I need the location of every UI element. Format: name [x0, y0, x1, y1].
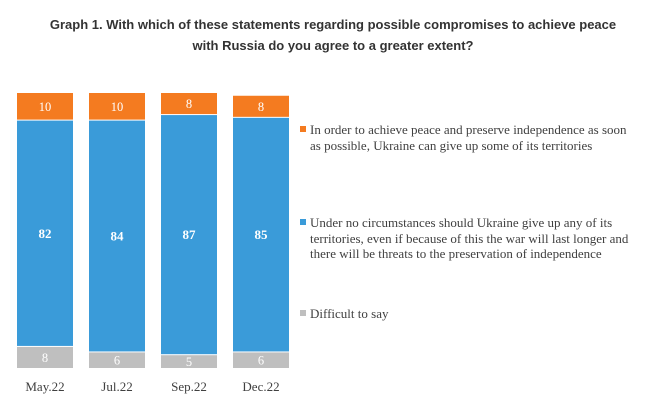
legend-item-no-territory-concessions: Under no circumstances should Ukraine gi…	[300, 215, 630, 262]
data-label-Sep.22-series-2: 5	[186, 355, 192, 369]
x-tick-label-Jul.22: Jul.22	[101, 379, 132, 394]
bar-segment-Dec.22-series-2	[233, 352, 289, 368]
chart-title-line-2: with Russia do you agree to a greater ex…	[192, 38, 474, 53]
bar-segment-Jul.22-series-1	[89, 120, 145, 352]
bar-segment-May.22-series-0	[17, 93, 73, 120]
x-tick-label-Dec.22: Dec.22	[242, 379, 279, 394]
legend-label: In order to achieve peace and preserve i…	[310, 122, 627, 153]
legend-swatch-gray	[300, 310, 306, 316]
data-label-May.22-series-0: 10	[39, 100, 52, 114]
legend-label: Difficult to say	[310, 306, 389, 321]
x-tick-label-Sep.22: Sep.22	[171, 379, 207, 394]
data-label-May.22-series-2: 8	[42, 351, 48, 365]
legend-label: Under no circumstances should Ukraine gi…	[310, 215, 629, 261]
bar-segment-Dec.22-series-0	[233, 95, 289, 117]
bar-segment-Sep.22-series-0	[161, 93, 217, 115]
bar-segment-May.22-series-2	[17, 346, 73, 368]
legend-swatch-blue	[300, 219, 306, 225]
chart-title-line-1: Graph 1. With which of these statements …	[49, 17, 617, 32]
data-label-Sep.22-series-1: 87	[183, 227, 197, 242]
bar-segment-May.22-series-1	[17, 120, 73, 346]
legend-item-difficult-to-say: Difficult to say	[300, 306, 630, 322]
bar-segment-Dec.22-series-1	[233, 117, 289, 352]
legend-item-give-up-territories: In order to achieve peace and preserve i…	[300, 122, 630, 153]
data-label-Sep.22-series-0: 8	[186, 97, 192, 111]
bar-segment-Jul.22-series-0	[89, 93, 145, 120]
bar-segment-Sep.22-series-1	[161, 115, 217, 355]
data-label-Jul.22-series-2: 6	[114, 354, 120, 368]
chart-title: Graph 1. With which of these statements …	[0, 14, 666, 56]
data-label-May.22-series-1: 82	[39, 226, 52, 241]
data-label-Jul.22-series-0: 10	[111, 100, 124, 114]
bar-segment-Sep.22-series-2	[161, 355, 217, 368]
legend-swatch-orange	[300, 126, 306, 132]
data-label-Jul.22-series-1: 84	[111, 229, 125, 244]
bar-segment-Jul.22-series-2	[89, 352, 145, 368]
x-tick-label-May.22: May.22	[25, 379, 64, 394]
data-label-Dec.22-series-2: 6	[258, 354, 264, 368]
data-label-Dec.22-series-0: 8	[258, 100, 264, 114]
data-label-Dec.22-series-1: 85	[255, 227, 269, 242]
